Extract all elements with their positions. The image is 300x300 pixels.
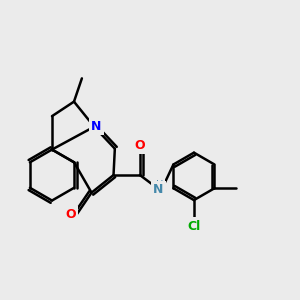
Text: H: H — [155, 180, 163, 190]
Text: O: O — [135, 139, 145, 152]
Text: N: N — [153, 183, 164, 196]
Text: N: N — [91, 120, 102, 133]
Text: O: O — [65, 208, 76, 221]
Text: Cl: Cl — [187, 220, 201, 232]
